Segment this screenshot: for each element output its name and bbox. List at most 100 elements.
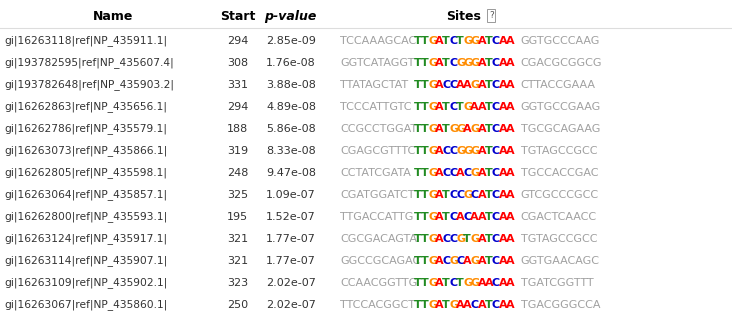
Text: A: A (477, 146, 486, 156)
Text: A: A (456, 300, 465, 310)
Text: T: T (442, 190, 450, 200)
Text: C: C (492, 36, 500, 46)
Text: 321: 321 (227, 234, 248, 244)
Text: 4.89e-08: 4.89e-08 (266, 102, 316, 112)
Text: G: G (471, 234, 479, 244)
Text: T: T (414, 80, 422, 90)
Text: A: A (435, 190, 444, 200)
Text: A: A (506, 168, 515, 178)
Text: C: C (449, 168, 458, 178)
Text: gi|16263118|ref|NP_435911.1|: gi|16263118|ref|NP_435911.1| (4, 35, 167, 46)
Text: T: T (421, 234, 429, 244)
Text: C: C (442, 234, 450, 244)
Text: A: A (477, 256, 486, 266)
Text: T: T (421, 300, 429, 310)
Text: A: A (498, 168, 507, 178)
Text: 294: 294 (227, 102, 248, 112)
Text: A: A (435, 146, 444, 156)
Text: T: T (421, 80, 429, 90)
Text: G: G (428, 124, 437, 134)
Text: G: G (456, 124, 466, 134)
Text: G: G (471, 36, 479, 46)
Text: G: G (471, 124, 479, 134)
Text: 248: 248 (227, 168, 248, 178)
Text: 250: 250 (227, 300, 248, 310)
Text: C: C (449, 36, 458, 46)
Text: A: A (435, 102, 444, 112)
Text: T: T (485, 36, 492, 46)
Text: 195: 195 (227, 212, 248, 222)
Text: A: A (498, 234, 507, 244)
Text: C: C (492, 234, 500, 244)
Text: 8.33e-08: 8.33e-08 (266, 146, 316, 156)
Text: T: T (414, 146, 422, 156)
Text: A: A (506, 124, 515, 134)
Text: T: T (485, 80, 492, 90)
Text: T: T (421, 278, 429, 288)
Text: T: T (485, 58, 492, 68)
Text: 2.85e-09: 2.85e-09 (266, 36, 316, 46)
Text: A: A (506, 212, 515, 222)
Text: C: C (456, 256, 464, 266)
Text: TTGACCATTG: TTGACCATTG (340, 212, 414, 222)
Text: 1.09e-07: 1.09e-07 (266, 190, 316, 200)
Text: gi|16262863|ref|NP_435656.1|: gi|16262863|ref|NP_435656.1| (4, 101, 167, 112)
Text: A: A (477, 278, 486, 288)
Text: Name: Name (93, 10, 133, 23)
Text: C: C (463, 212, 471, 222)
Text: A: A (498, 256, 507, 266)
Text: CGCGACAGTA: CGCGACAGTA (340, 234, 417, 244)
Text: T: T (442, 58, 450, 68)
Text: T: T (442, 124, 450, 134)
Text: T: T (442, 36, 450, 46)
Text: gi|16263124|ref|NP_435917.1|: gi|16263124|ref|NP_435917.1| (4, 233, 167, 244)
Text: T: T (463, 234, 471, 244)
Text: A: A (477, 168, 486, 178)
Text: GGTGAACAGC: GGTGAACAGC (520, 256, 600, 266)
Text: C: C (449, 212, 458, 222)
Text: A: A (435, 212, 444, 222)
Text: G: G (463, 190, 472, 200)
Text: 1.77e-07: 1.77e-07 (266, 234, 316, 244)
Text: 2.02e-07: 2.02e-07 (266, 300, 316, 310)
Text: A: A (463, 256, 472, 266)
Text: T: T (421, 168, 429, 178)
Text: C: C (442, 256, 450, 266)
Text: TGCGCAGAAG: TGCGCAGAAG (520, 124, 600, 134)
Text: T: T (421, 124, 429, 134)
Text: G: G (463, 278, 472, 288)
Text: A: A (506, 278, 515, 288)
Text: gi|193782648|ref|NP_435903.2|: gi|193782648|ref|NP_435903.2| (4, 80, 174, 90)
Text: T: T (456, 102, 464, 112)
Text: A: A (506, 190, 515, 200)
Text: A: A (506, 102, 515, 112)
Text: T: T (485, 168, 492, 178)
Text: A: A (435, 36, 444, 46)
Text: TGACGGGCCA: TGACGGGCCA (520, 300, 600, 310)
Text: G: G (428, 190, 437, 200)
Text: CGAGCGTTTC: CGAGCGTTTC (340, 146, 415, 156)
Text: A: A (477, 58, 486, 68)
Text: TGCCACCGAC: TGCCACCGAC (520, 168, 598, 178)
Text: CGATGGATCT: CGATGGATCT (340, 190, 414, 200)
Text: T: T (414, 234, 422, 244)
Text: A: A (506, 36, 515, 46)
Text: C: C (471, 300, 479, 310)
Text: T: T (414, 190, 422, 200)
Text: C: C (492, 124, 500, 134)
Text: T: T (414, 300, 422, 310)
Text: C: C (492, 190, 500, 200)
Text: G: G (449, 256, 458, 266)
Text: T: T (421, 190, 429, 200)
Text: G: G (428, 234, 437, 244)
Text: G: G (428, 146, 437, 156)
Text: gi|16263109|ref|NP_435902.1|: gi|16263109|ref|NP_435902.1| (4, 278, 168, 289)
Text: A: A (506, 256, 515, 266)
Text: TTCCACGGCT: TTCCACGGCT (340, 300, 415, 310)
Text: C: C (463, 168, 471, 178)
Text: A: A (435, 256, 444, 266)
Text: Start: Start (220, 10, 255, 23)
Text: A: A (435, 278, 444, 288)
Text: G: G (428, 168, 437, 178)
Text: T: T (414, 102, 422, 112)
